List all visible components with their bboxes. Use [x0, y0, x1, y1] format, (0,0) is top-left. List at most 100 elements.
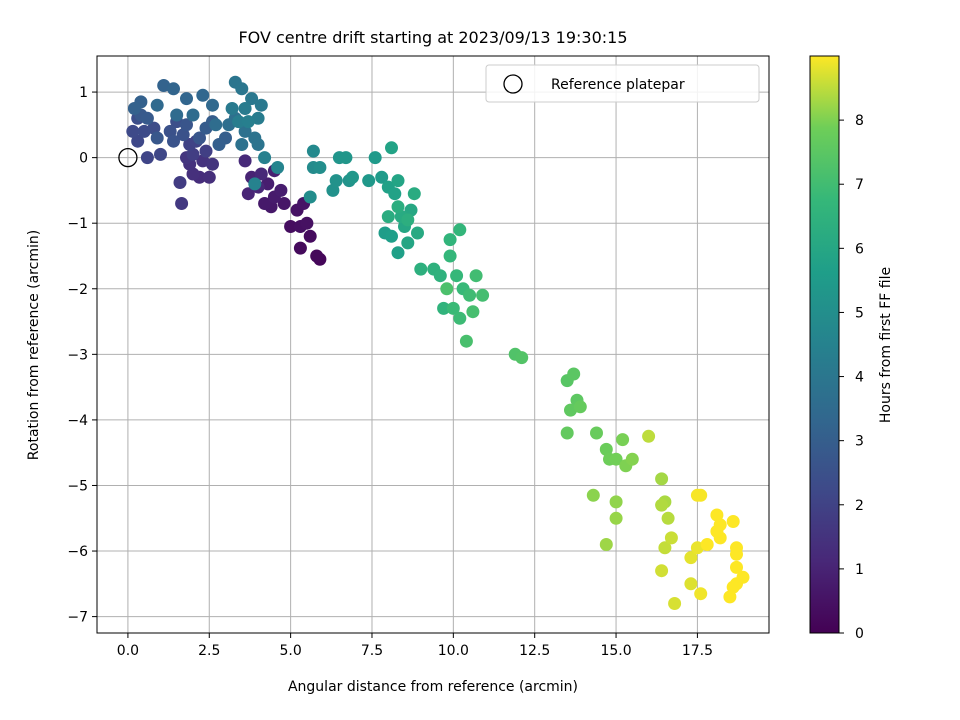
data-point: [232, 115, 246, 129]
data-point: [271, 161, 285, 174]
data-point: [726, 515, 740, 528]
data-point: [235, 138, 249, 151]
legend-box: [485, 64, 760, 103]
data-point: [690, 488, 704, 502]
x-tick-label: 12.5: [519, 643, 550, 659]
data-point: [199, 144, 213, 158]
data-point: [694, 587, 708, 601]
data-point: [401, 213, 415, 227]
data-point: [700, 538, 714, 551]
data-point: [163, 124, 177, 138]
data-point: [225, 102, 239, 115]
data-point: [362, 174, 376, 188]
x-tick-label: 2.5: [198, 643, 220, 659]
x-tick-label: 7.5: [361, 643, 383, 659]
data-point: [284, 220, 298, 233]
colorbar: 0 1 2 3 4 5 6 7 8 Hours from first FF file: [809, 55, 894, 642]
y-tick-label: −6: [67, 544, 88, 560]
data-point: [126, 124, 140, 138]
colorbar-tick-label: 7: [855, 177, 864, 193]
data-point: [567, 367, 581, 381]
data-point: [440, 282, 454, 296]
data-point: [258, 197, 272, 210]
data-point: [175, 197, 189, 210]
data-point: [173, 176, 187, 189]
data-point: [414, 262, 428, 276]
reference-platepar-marker: [118, 147, 138, 168]
data-point: [303, 229, 317, 243]
data-point: [251, 111, 265, 125]
data-point: [404, 203, 418, 217]
data-point: [655, 564, 669, 578]
data-point: [450, 269, 464, 283]
data-point: [339, 151, 353, 165]
y-tick-label: −2: [67, 282, 88, 298]
data-point: [388, 187, 402, 201]
data-point: [193, 131, 206, 145]
data-point: [186, 147, 200, 161]
data-point: [202, 170, 216, 184]
data-point: [186, 167, 200, 181]
y-tick-label: −3: [67, 347, 88, 363]
data-point: [310, 249, 324, 263]
data-point: [346, 170, 359, 184]
data-point: [375, 170, 389, 184]
y-tick-label: −4: [67, 413, 88, 429]
data-point: [368, 151, 382, 165]
colorbar-gradient: [809, 55, 840, 634]
data-point: [170, 108, 184, 122]
x-tick-label: 10.0: [438, 643, 469, 659]
data-point: [446, 301, 460, 315]
data-point: [235, 82, 249, 96]
data-point: [655, 472, 669, 486]
data-point: [684, 551, 698, 565]
data-point: [391, 200, 405, 214]
data-point: [157, 79, 171, 92]
data-point: [515, 351, 529, 365]
data-point: [469, 269, 483, 283]
data-point: [560, 426, 574, 440]
data-point: [609, 495, 623, 509]
data-point: [186, 108, 200, 122]
data-point: [300, 216, 314, 230]
data-point: [736, 570, 750, 584]
data-point: [723, 590, 737, 604]
data-point: [277, 197, 291, 210]
data-point: [154, 147, 167, 161]
data-point: [385, 141, 398, 155]
x-tick-label: 5.0: [279, 643, 301, 659]
data-point: [251, 138, 265, 151]
data-point: [433, 269, 447, 283]
y-tick-label: 0: [79, 151, 88, 167]
y-tick-label: 1: [79, 85, 88, 101]
data-point: [726, 580, 740, 594]
data-point: [401, 236, 415, 250]
data-point: [238, 124, 252, 138]
data-point: [664, 531, 678, 545]
data-point: [131, 134, 145, 148]
data-point: [658, 541, 672, 555]
data-point: [437, 301, 451, 315]
data-point: [599, 442, 613, 456]
data-point: [306, 144, 320, 158]
data-point: [245, 92, 259, 106]
data-point: [150, 98, 164, 112]
plot-frame: [96, 55, 770, 634]
data-point: [254, 98, 268, 112]
colorbar-tick-label: 6: [855, 241, 864, 257]
data-point: [381, 210, 395, 224]
data-point: [180, 92, 193, 106]
data-point: [466, 305, 480, 319]
data-point: [609, 452, 623, 466]
y-axis-label: Rotation from reference (arcmin): [26, 230, 42, 460]
chart-title: FOV centre drift starting at 2023/09/13 …: [238, 28, 627, 47]
data-point: [209, 118, 223, 132]
x-tick-label: 0.0: [117, 643, 139, 659]
colorbar-tick-label: 0: [855, 626, 864, 642]
data-point: [140, 151, 154, 165]
data-point: [274, 183, 288, 197]
data-point: [407, 187, 421, 201]
data-point: [476, 288, 490, 302]
data-point: [238, 154, 252, 168]
